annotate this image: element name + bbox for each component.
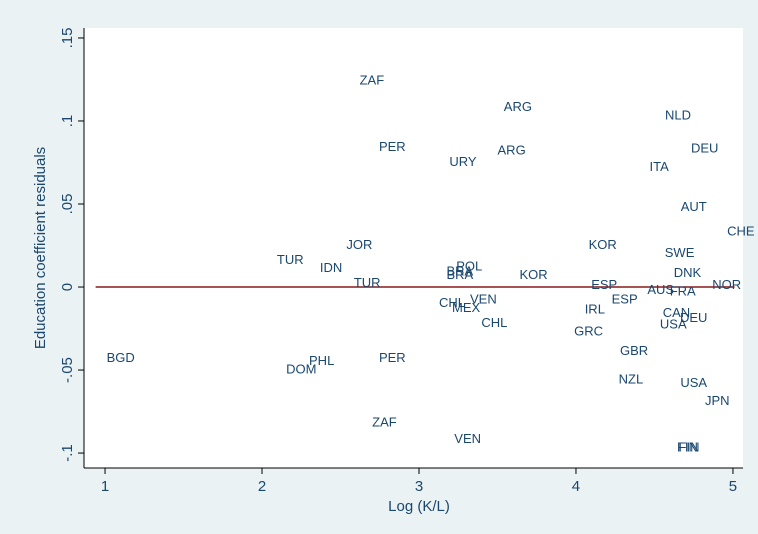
point-label: ESP: [591, 277, 617, 292]
point-label: IDN: [320, 260, 342, 275]
point-label: DOM: [286, 361, 316, 376]
point-label: URY: [449, 154, 477, 169]
point-label: GBR: [620, 343, 648, 358]
point-label: SWE: [665, 245, 695, 260]
point-label: PER: [379, 350, 406, 365]
y-tick-label: .15: [59, 28, 76, 49]
y-tick-label: -.05: [59, 357, 76, 383]
x-tick-label: 3: [415, 478, 423, 495]
point-label: FRA: [670, 283, 696, 298]
point-label: ARG: [498, 142, 526, 157]
point-label: AUT: [681, 199, 707, 214]
point-label: VEN: [470, 292, 497, 307]
point-label: NLD: [665, 107, 691, 122]
point-label: BRA: [446, 267, 473, 282]
point-label: ZAF: [372, 415, 397, 430]
point-label: TUR: [277, 252, 304, 267]
plot-area: [84, 28, 743, 468]
point-label: JOR: [346, 237, 372, 252]
point-label: TUR: [354, 275, 381, 290]
point-label: FIN: [677, 440, 698, 455]
point-label: IRL: [585, 302, 605, 317]
point-label: FIN: [679, 440, 700, 455]
point-label: GRC: [574, 323, 603, 338]
point-label: BRA: [446, 264, 473, 279]
point-label: DNK: [674, 265, 702, 280]
x-axis-title: Log (K/L): [388, 498, 450, 515]
point-label: NZL: [619, 371, 644, 386]
x-tick-label: 5: [729, 478, 737, 495]
x-tick-label: 1: [101, 478, 109, 495]
point-label: CHL: [439, 295, 465, 310]
point-label: DEU: [691, 141, 718, 156]
point-label: KOR: [520, 267, 548, 282]
point-label: PHL: [309, 353, 334, 368]
point-label: USA: [680, 375, 707, 390]
y-axis-title: Education coefficient residuals: [32, 147, 49, 349]
point-label: JPN: [705, 393, 730, 408]
point-label: KOR: [589, 237, 617, 252]
point-label: CAN: [663, 305, 690, 320]
point-label: PER: [379, 139, 406, 154]
y-tick-label: 0: [59, 283, 76, 291]
point-label: ITA: [650, 159, 670, 174]
point-label: POL: [456, 259, 482, 274]
y-tick-label: -.1: [59, 444, 76, 462]
point-label: DEU: [680, 310, 707, 325]
x-tick-label: 2: [258, 478, 266, 495]
point-label: CHL: [481, 315, 507, 330]
point-label: BGD: [107, 350, 135, 365]
point-label: CHE: [727, 224, 755, 239]
point-label: AUS: [647, 282, 674, 297]
point-label: MEX: [452, 300, 481, 315]
y-tick-label: .05: [59, 194, 76, 215]
point-label: USA: [660, 317, 687, 332]
point-label: VEN: [454, 431, 481, 446]
point-label: ESP: [612, 292, 638, 307]
point-label: NOR: [712, 277, 741, 292]
point-label: ZAF: [360, 73, 385, 88]
y-tick-label: .1: [59, 115, 76, 128]
x-tick-label: 4: [572, 478, 580, 495]
point-label: ARG: [504, 99, 532, 114]
